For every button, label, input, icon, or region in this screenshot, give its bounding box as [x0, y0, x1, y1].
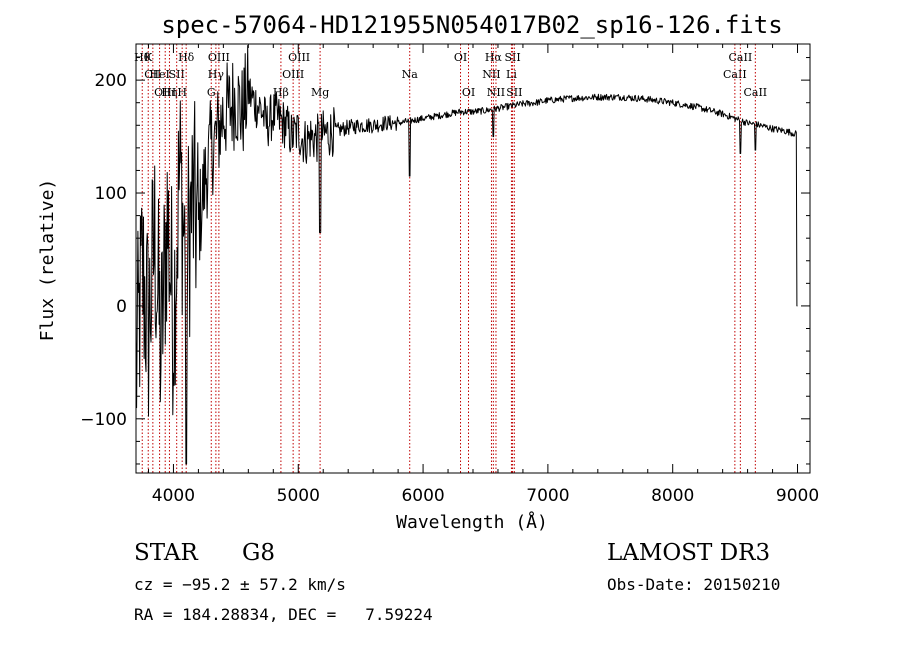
line-marker-label: Hδ [178, 51, 195, 64]
redshift-velocity: cz = −95.2 ± 57.2 km/s [134, 575, 346, 594]
line-marker-label: OIII [154, 86, 176, 99]
line-marker-label: Mg [311, 86, 329, 99]
line-marker-label: G [207, 86, 216, 99]
line-marker-label: Li [506, 68, 517, 81]
y-tick-label: −100 [80, 410, 127, 430]
y-axis-label: Flux (relative) [37, 179, 58, 342]
line-marker-label: Hθ [134, 51, 151, 64]
x-tick-label: 4000 [152, 486, 195, 506]
object-class: STAR [134, 540, 198, 566]
spectrum-layer [135, 45, 798, 465]
x-tick-label: 5000 [277, 486, 320, 506]
line-marker-label: OIII [288, 51, 310, 64]
line-marker-label: CaII [723, 68, 747, 81]
survey-name: LAMOST DR3 [607, 540, 771, 566]
line-marker-label: K [144, 51, 153, 64]
line-marker-label: OIII [208, 51, 230, 64]
line-marker-label: NII [482, 68, 500, 81]
line-marker-label: OI [454, 51, 467, 64]
line-marker-label: Na [402, 68, 419, 81]
line-marker-label: SII [504, 51, 520, 64]
line-marker-label: CaII [729, 51, 753, 64]
y-tick-label: 100 [95, 184, 127, 204]
y-tick-label: 200 [95, 71, 127, 91]
line-marker-label: NII [487, 86, 505, 99]
line-marker-label: HeI [149, 68, 169, 81]
line-marker-label: SII [169, 68, 185, 81]
x-tick-label: 7000 [526, 486, 569, 506]
line-marker-label: CII [144, 68, 161, 81]
coordinates: RA = 184.28834, DEC = 7.59224 [134, 605, 433, 624]
y-tick-label: 0 [116, 297, 127, 317]
line-marker-label: SII [506, 86, 522, 99]
line-marker-label: OI [462, 86, 475, 99]
x-tick-label: 6000 [401, 486, 444, 506]
line-marker-label: OIII [282, 68, 304, 81]
line-marker-label: Hγ [208, 68, 225, 81]
line-marker-label: Hη [161, 86, 177, 99]
spectrum-line [135, 45, 798, 465]
chart-title: spec-57064-HD121955N054017B02_sp16-126.f… [161, 11, 782, 39]
emission-line-markers: HθKCIIHeIOIIIHηSIIHHδGHγOIIIHβOIIIOIIIMg… [134, 44, 767, 473]
x-axis-label: Wavelength (Å) [396, 511, 548, 533]
line-marker-label: Hα [485, 51, 503, 64]
line-marker-label: CaII [743, 86, 767, 99]
x-tick-label: 8000 [651, 486, 694, 506]
spectral-subclass: G8 [242, 540, 276, 566]
x-tick-label: 9000 [776, 486, 819, 506]
observation-date: Obs-Date: 20150210 [607, 575, 781, 594]
line-marker-label: H [177, 86, 187, 99]
axes: 4000 5000 6000 7000 8000 9000 −100 0 100 200 [80, 44, 819, 506]
